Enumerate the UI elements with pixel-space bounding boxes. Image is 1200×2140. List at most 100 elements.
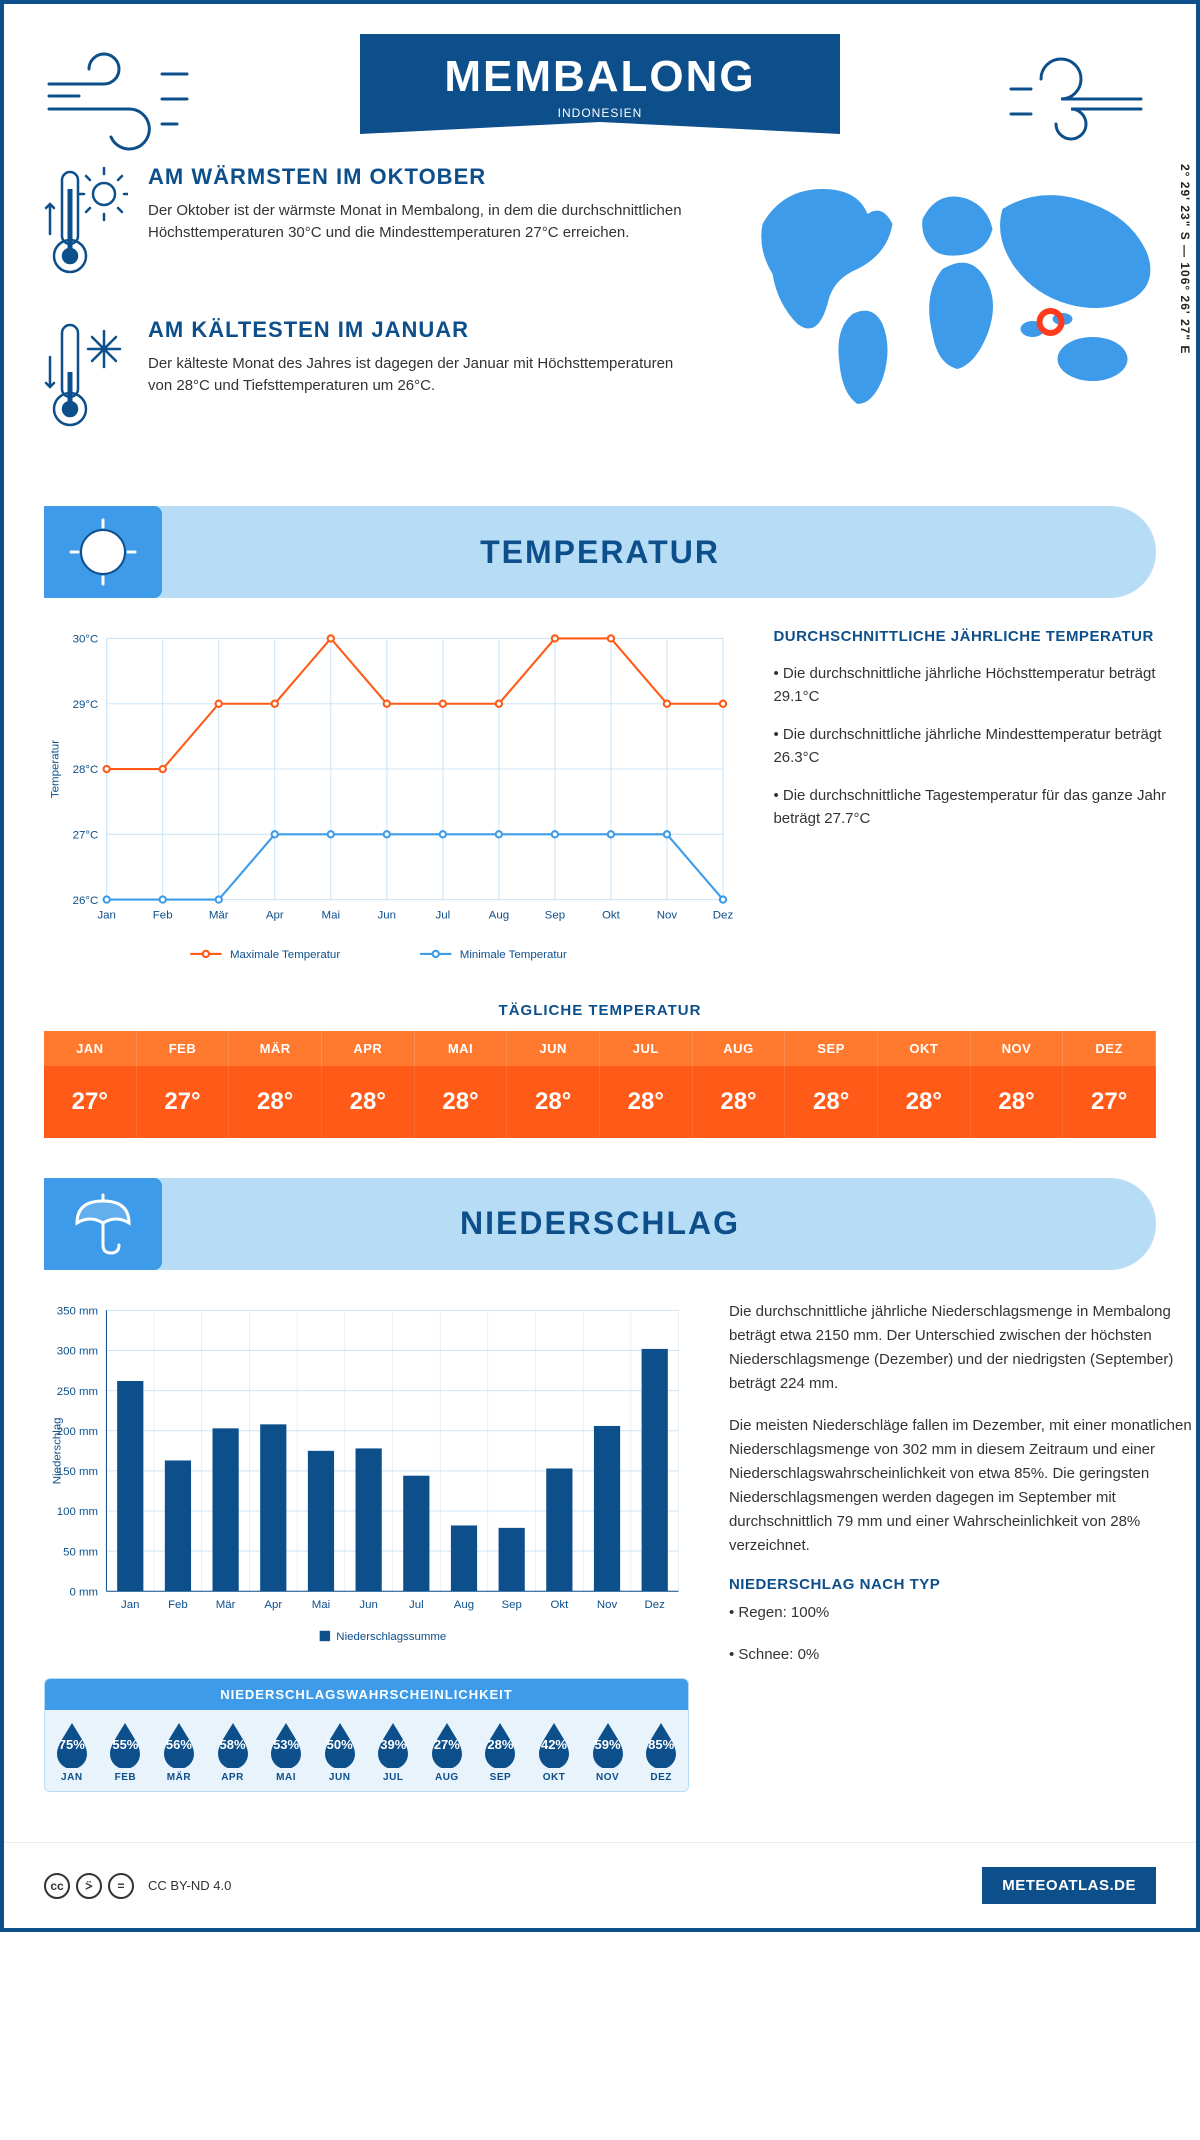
rain-prob-cell: 58%APR	[206, 1710, 260, 1791]
section-header-precip: NIEDERSCHLAG	[44, 1178, 1156, 1270]
nd-icon: =	[108, 1873, 134, 1899]
svg-text:Mai: Mai	[322, 909, 341, 921]
svg-text:Niederschlag: Niederschlag	[52, 1417, 64, 1484]
svg-text:Jun: Jun	[359, 1599, 377, 1611]
precip-paragraph: Die durchschnittliche jährliche Niedersc…	[729, 1300, 1196, 1396]
rain-prob-cell: 28%SEP	[474, 1710, 528, 1791]
month-header: OKT	[878, 1031, 971, 1066]
daily-temp-cell: 28°	[971, 1066, 1064, 1138]
warmest-text: Der Oktober ist der wärmste Monat in Mem…	[148, 200, 689, 244]
header: MEMBALONG INDONESIEN	[44, 34, 1156, 134]
svg-text:Okt: Okt	[602, 909, 621, 921]
rain-prob-cell: 27%AUG	[420, 1710, 474, 1791]
wind-icon	[1006, 44, 1156, 164]
country-label: INDONESIEN	[360, 106, 840, 120]
svg-text:Jul: Jul	[409, 1599, 424, 1611]
temp-bullet: • Die durchschnittliche Tagestemperatur …	[773, 785, 1196, 830]
daily-temp-title: TÄGLICHE TEMPERATUR	[44, 1002, 1156, 1019]
daily-temp-cell: 28°	[785, 1066, 878, 1138]
svg-text:Nov: Nov	[597, 1599, 618, 1611]
month-header: FEB	[137, 1031, 230, 1066]
svg-text:Niederschlagssumme: Niederschlagssumme	[336, 1631, 446, 1643]
svg-text:Maximale Temperatur: Maximale Temperatur	[230, 949, 340, 961]
coldest-fact: AM KÄLTESTEN IM JANUAR Der kälteste Mona…	[44, 317, 689, 442]
daily-temp-cell: 28°	[693, 1066, 786, 1138]
city-title: MEMBALONG	[360, 52, 840, 102]
svg-text:Okt: Okt	[550, 1599, 569, 1611]
license-label: CC BY-ND 4.0	[148, 1878, 231, 1893]
precip-paragraph: Die meisten Niederschläge fallen im Deze…	[729, 1414, 1196, 1558]
daily-temp-cell: 28°	[600, 1066, 693, 1138]
svg-text:Apr: Apr	[264, 1599, 282, 1611]
warmest-title: AM WÄRMSTEN IM OKTOBER	[148, 164, 689, 190]
month-header: DEZ	[1063, 1031, 1156, 1066]
svg-text:Sep: Sep	[501, 1599, 521, 1611]
svg-text:50 mm: 50 mm	[63, 1546, 98, 1558]
site-badge: METEOATLAS.DE	[982, 1867, 1156, 1904]
footer: cc ⍩ = CC BY-ND 4.0 METEOATLAS.DE	[4, 1842, 1196, 1928]
daily-temp-cell: 27°	[137, 1066, 230, 1138]
precip-bullet: • Regen: 100%	[729, 1601, 1196, 1625]
month-header: JUL	[600, 1031, 693, 1066]
daily-temp-cell: 28°	[322, 1066, 415, 1138]
svg-text:100 mm: 100 mm	[57, 1506, 98, 1518]
svg-text:Jul: Jul	[436, 909, 451, 921]
daily-temp-table: JANFEBMÄRAPRMAIJUNJULAUGSEPOKTNOVDEZ 27°…	[44, 1031, 1156, 1138]
daily-temp-cell: 27°	[1063, 1066, 1156, 1138]
svg-text:29°C: 29°C	[73, 699, 99, 711]
svg-text:Feb: Feb	[153, 909, 173, 921]
month-header: JUN	[507, 1031, 600, 1066]
svg-text:Jan: Jan	[97, 909, 116, 921]
rain-prob-cell: 59%NOV	[581, 1710, 635, 1791]
rain-prob-cell: 50%JUN	[313, 1710, 367, 1791]
daily-temp-cell: 27°	[44, 1066, 137, 1138]
rain-prob-cell: 42%OKT	[527, 1710, 581, 1791]
svg-text:27°C: 27°C	[73, 829, 99, 841]
svg-text:26°C: 26°C	[73, 895, 99, 907]
rain-prob-cell: 85%DEZ	[634, 1710, 688, 1791]
sun-icon	[44, 506, 162, 598]
daily-temp-cell: 28°	[878, 1066, 971, 1138]
rain-prob-cell: 39%JUL	[366, 1710, 420, 1791]
umbrella-icon	[44, 1178, 162, 1270]
month-header: MÄR	[229, 1031, 322, 1066]
svg-text:Dez: Dez	[713, 909, 734, 921]
month-header: MAI	[415, 1031, 508, 1066]
svg-text:Apr: Apr	[266, 909, 284, 921]
svg-text:350 mm: 350 mm	[57, 1305, 98, 1317]
by-icon: ⍩	[76, 1873, 102, 1899]
svg-text:Nov: Nov	[657, 909, 678, 921]
svg-text:300 mm: 300 mm	[57, 1345, 98, 1357]
coldest-text: Der kälteste Monat des Jahres ist dagege…	[148, 353, 689, 397]
coldest-title: AM KÄLTESTEN IM JANUAR	[148, 317, 689, 343]
rain-prob-title: NIEDERSCHLAGSWAHRSCHEINLICHKEIT	[45, 1679, 688, 1710]
temperature-line-chart: 26°C27°C28°C29°C30°CJanFebMärAprMaiJunJu…	[44, 628, 733, 978]
svg-text:Temperatur: Temperatur	[50, 740, 62, 798]
rain-prob-cell: 55%FEB	[99, 1710, 153, 1791]
svg-text:Sep: Sep	[545, 909, 565, 921]
section-header-temperature: TEMPERATUR	[44, 506, 1156, 598]
svg-text:Feb: Feb	[168, 1599, 188, 1611]
coordinates: 2° 29' 23" S — 106° 26' 27" E	[1178, 164, 1192, 429]
temperature-title: TEMPERATUR	[480, 534, 720, 571]
svg-text:Aug: Aug	[489, 909, 509, 921]
precip-title: NIEDERSCHLAG	[460, 1205, 740, 1242]
warmest-fact: AM WÄRMSTEN IM OKTOBER Der Oktober ist d…	[44, 164, 689, 289]
daily-temp-cell: 28°	[229, 1066, 322, 1138]
thermometer-cold-icon	[44, 317, 128, 442]
svg-text:28°C: 28°C	[73, 764, 99, 776]
temp-bullet: • Die durchschnittliche jährliche Mindes…	[773, 724, 1196, 769]
rain-prob-cell: 75%JAN	[45, 1710, 99, 1791]
svg-text:0 mm: 0 mm	[70, 1586, 99, 1598]
month-header: JAN	[44, 1031, 137, 1066]
svg-text:250 mm: 250 mm	[57, 1386, 98, 1398]
svg-text:Aug: Aug	[454, 1599, 474, 1611]
temp-text-title: DURCHSCHNITTLICHE JÄHRLICHE TEMPERATUR	[773, 628, 1196, 645]
svg-text:Mär: Mär	[209, 909, 229, 921]
cc-icon: cc	[44, 1873, 70, 1899]
temp-bullet: • Die durchschnittliche jährliche Höchst…	[773, 663, 1196, 708]
precipitation-bar-chart: 0 mm50 mm100 mm150 mm200 mm250 mm300 mm3…	[44, 1300, 689, 1659]
precip-type-title: NIEDERSCHLAG NACH TYP	[729, 1576, 1196, 1593]
world-map-icon	[719, 164, 1186, 424]
month-header: NOV	[971, 1031, 1064, 1066]
